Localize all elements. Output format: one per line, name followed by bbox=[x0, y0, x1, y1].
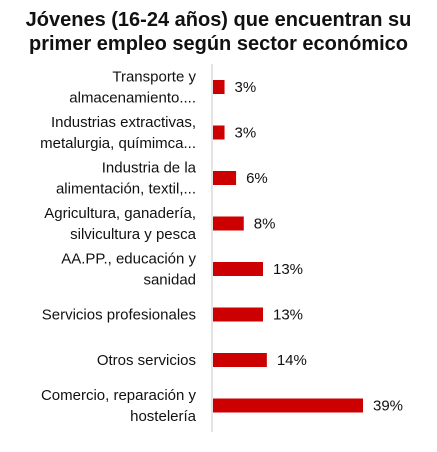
category-label-line: Servicios profesionales bbox=[42, 307, 196, 324]
category-label: Transporte y almacenamiento.... bbox=[69, 69, 196, 107]
bar bbox=[213, 353, 267, 367]
chart-title-line-2: primer empleo según sector económico bbox=[29, 33, 408, 55]
category-label: Agricultura, ganadería, silvicultura y pe… bbox=[44, 205, 196, 243]
chart-title-line-1: Jóvenes (16-24 años) que encuentran su bbox=[25, 9, 412, 31]
bar bbox=[213, 80, 225, 94]
data-label: 3% bbox=[235, 125, 257, 142]
bar bbox=[213, 398, 363, 413]
data-label: 13% bbox=[273, 307, 303, 324]
category-label-line: Transporte y bbox=[112, 69, 196, 86]
category-label-line: hostelería bbox=[130, 408, 197, 425]
category-label-line: Industrias extractivas, bbox=[51, 114, 196, 131]
category-label-line: Otros servicios bbox=[97, 352, 196, 369]
category-label-line: sanidad bbox=[143, 272, 196, 289]
data-label: 3% bbox=[235, 79, 257, 96]
bar bbox=[213, 262, 263, 276]
data-label: 14% bbox=[277, 352, 307, 369]
category-label: Servicios profesionales bbox=[42, 307, 196, 324]
category-label-line: AA.PP., educación y bbox=[61, 251, 196, 268]
category-label: Otros servicios bbox=[97, 352, 196, 369]
category-label-line: Agricultura, ganadería, bbox=[44, 205, 196, 222]
data-label: 39% bbox=[373, 398, 403, 415]
category-label-line: metalurgia, químimca... bbox=[40, 135, 196, 152]
category-label-line: almacenamiento.... bbox=[69, 90, 196, 107]
bar bbox=[213, 307, 263, 322]
category-label: Industrias extractivas, metalurgia, quími… bbox=[40, 114, 196, 152]
category-label: Industria de la alimentación, textil,... bbox=[56, 160, 197, 198]
category-label-line: Industria de la bbox=[102, 160, 197, 177]
data-label: 6% bbox=[246, 170, 268, 187]
category-label-line: Comercio, reparación y bbox=[41, 387, 197, 404]
bar bbox=[213, 125, 225, 140]
category-label-line: alimentación, textil,... bbox=[56, 181, 196, 198]
bar bbox=[213, 216, 244, 231]
chart-title: Jóvenes (16-24 años) que encuentran su p… bbox=[0, 8, 437, 56]
category-label: Comercio, reparación y hostelería bbox=[41, 387, 197, 425]
category-label: AA.PP., educación y sanidad bbox=[61, 251, 196, 289]
category-label-line: silvicultura y pesca bbox=[70, 226, 197, 243]
data-label: 8% bbox=[254, 216, 276, 233]
bar bbox=[213, 171, 237, 185]
data-label: 13% bbox=[273, 261, 303, 278]
